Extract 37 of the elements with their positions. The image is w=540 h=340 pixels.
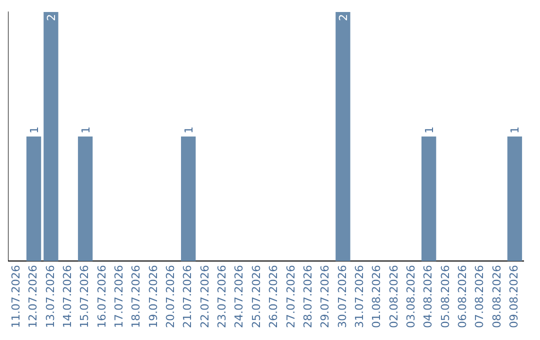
x-tick-label: 15.07.2026 [78, 265, 92, 328]
x-tick-label: 29.07.2026 [318, 265, 332, 328]
data-label: 1 [182, 126, 196, 134]
data-label: 2 [336, 14, 350, 21]
x-tick-label: 05.08.2026 [438, 265, 452, 328]
data-label: 2 [44, 14, 58, 21]
x-tick-label: 12.07.2026 [26, 265, 40, 328]
x-tick-label: 11.07.2026 [9, 265, 22, 328]
x-tick-label: 18.07.2026 [130, 265, 143, 328]
data-label: 1 [508, 126, 522, 134]
x-tick-label: 17.07.2026 [112, 265, 126, 328]
x-tick-label: 03.08.2026 [404, 265, 418, 328]
x-tick-label: 26.07.2026 [267, 265, 280, 328]
x-tick-label: 19.07.2026 [146, 265, 160, 328]
x-tick-label: 07.08.2026 [473, 265, 486, 328]
x-tick-label: 24.07.2026 [232, 265, 246, 328]
x-tick-label: 02.08.2026 [387, 265, 400, 328]
x-tick-label: 28.07.2026 [301, 265, 314, 328]
x-tick-label: 30.07.2026 [336, 265, 349, 328]
x-tick-label: 20.07.2026 [164, 265, 178, 328]
x-tick-label: 14.07.2026 [60, 265, 74, 328]
x-tick-label: 22.07.2026 [198, 265, 212, 328]
x-tick-label: 27.07.2026 [284, 265, 298, 328]
x-tick-label: 01.08.2026 [370, 265, 384, 328]
x-tick-label: 31.07.2026 [352, 265, 366, 328]
x-tick-label: 09.08.2026 [508, 265, 521, 328]
x-tick-label: 23.07.2026 [216, 265, 229, 328]
x-tick-label: 04.08.2026 [422, 265, 435, 328]
x-tick-label: 13.07.2026 [44, 265, 57, 328]
x-tick-label: 21.07.2026 [181, 265, 194, 328]
data-label: 1 [28, 126, 41, 134]
x-tick-label: 25.07.2026 [250, 265, 263, 328]
data-label: 1 [422, 126, 436, 134]
x-tick-label: 16.07.2026 [95, 265, 108, 328]
x-tick-label: 06.08.2026 [456, 265, 470, 328]
data-label: 1 [79, 126, 92, 134]
x-tick-label: 08.08.2026 [490, 265, 504, 328]
